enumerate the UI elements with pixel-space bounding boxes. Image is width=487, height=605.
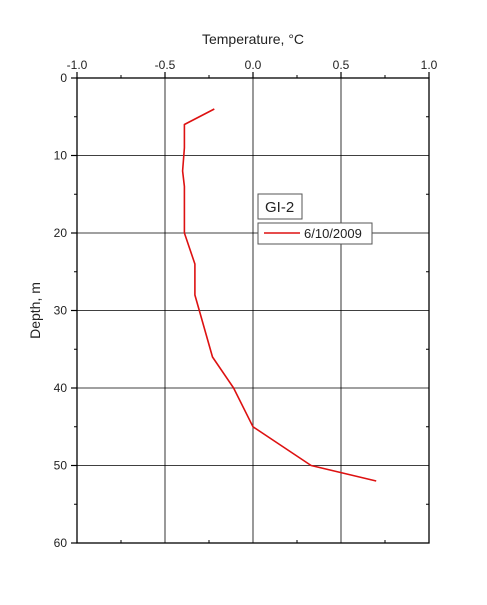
legend-title: GI-2 <box>265 199 294 216</box>
x-tick-label: 0.5 <box>333 58 350 72</box>
y-tick-label: 10 <box>54 149 68 163</box>
plot-frame <box>76 77 430 544</box>
x-tick-label: 0.0 <box>245 58 262 72</box>
y-tick-label: 60 <box>54 536 68 550</box>
y-tick-label: 50 <box>54 459 68 473</box>
legend-entry-box <box>257 222 373 245</box>
legend: GI-2 6/10/2009 <box>257 193 373 245</box>
y-axis-label: Depth, m <box>27 282 43 339</box>
series-line <box>181 108 377 482</box>
y-tick-labels: 0 10 20 30 40 50 60 <box>54 71 68 550</box>
legend-title-box <box>257 193 303 220</box>
y-tick-label: 0 <box>60 71 67 85</box>
x-tick-label: -0.5 <box>155 58 176 72</box>
x-tick-label: -1.0 <box>67 58 88 72</box>
minor-ticks <box>71 72 430 544</box>
y-tick-label: 30 <box>54 304 68 318</box>
x-axis-label: Temperature, °C <box>202 31 304 47</box>
y-tick-label: 20 <box>54 226 68 240</box>
x-tick-labels: -1.0 -0.5 0.0 0.5 1.0 <box>67 58 438 72</box>
x-tick-label: 1.0 <box>421 58 438 72</box>
grid <box>77 78 429 543</box>
legend-entry-label: 6/10/2009 <box>304 226 362 241</box>
series-layer <box>181 108 377 482</box>
y-tick-label: 40 <box>54 381 68 395</box>
